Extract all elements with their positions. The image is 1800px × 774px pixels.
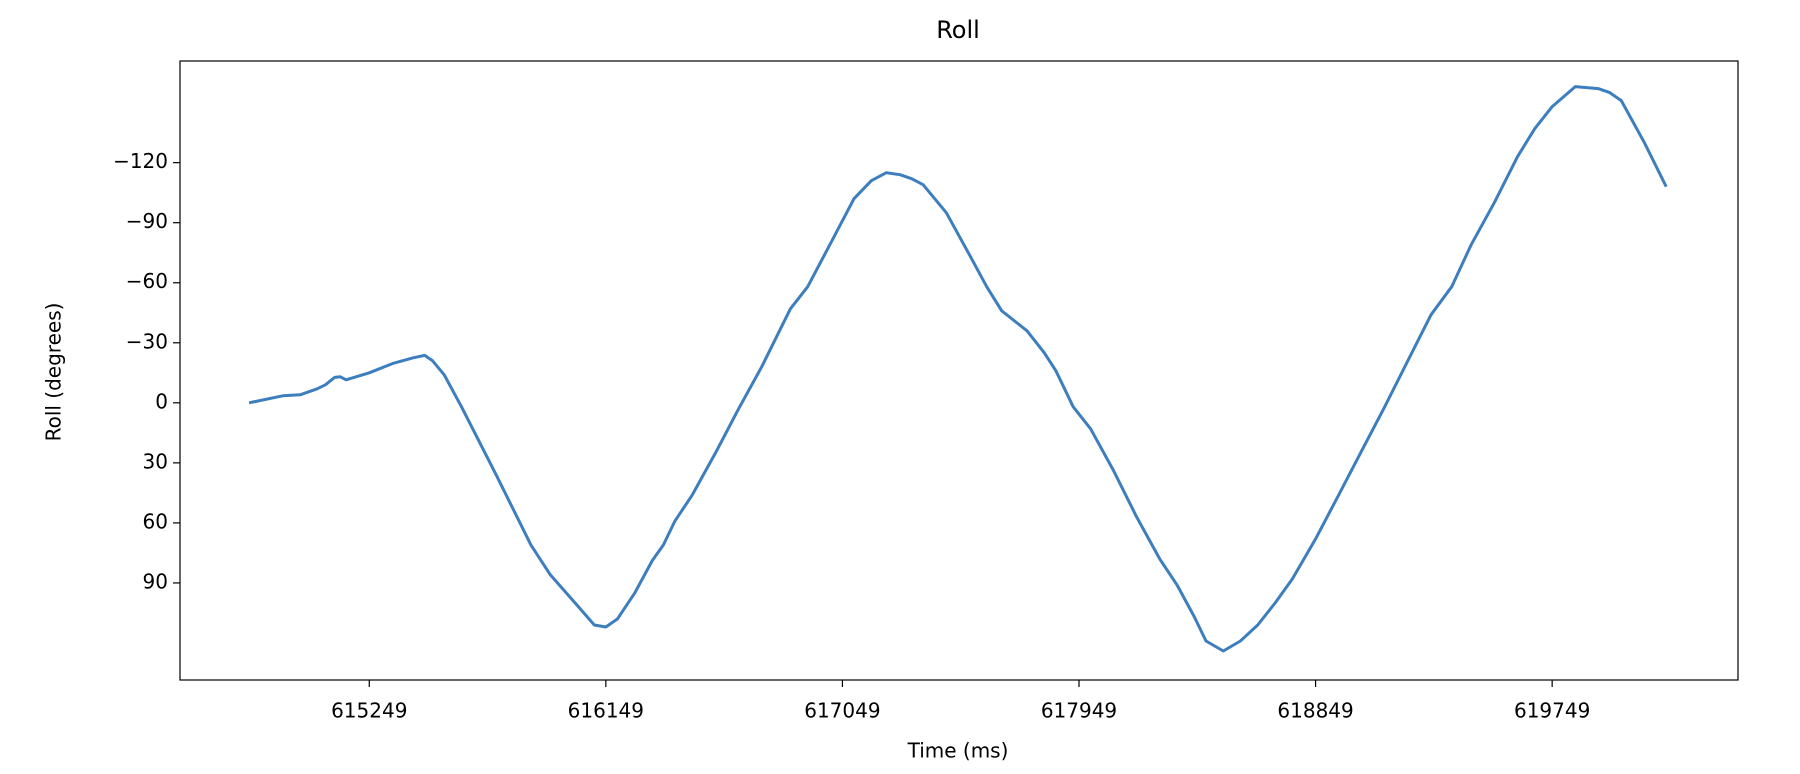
y-tick-label: −120 [113, 149, 168, 173]
x-tick-label: 615249 [331, 699, 407, 723]
y-tick-label: 0 [155, 389, 168, 413]
y-tick-label: 90 [143, 569, 168, 593]
y-tick-label: 60 [143, 509, 168, 533]
x-axis-label: Time (ms) [907, 739, 1009, 763]
y-tick-label: −60 [126, 269, 168, 293]
x-tick-label: 618849 [1277, 699, 1353, 723]
data-line [248, 85, 1668, 653]
chart-title: Roll [936, 16, 980, 44]
x-tick-label: 619749 [1514, 699, 1590, 723]
y-tick-label: −30 [126, 329, 168, 353]
y-axis-label: Roll (degrees) [42, 303, 66, 442]
x-tick-label: 616149 [568, 699, 644, 723]
x-tick-label: 617049 [804, 699, 880, 723]
y-tick-label: 30 [143, 449, 168, 473]
plot-frame [179, 60, 1739, 681]
y-tick-label: −90 [126, 209, 168, 233]
x-tick-label: 617949 [1041, 699, 1117, 723]
